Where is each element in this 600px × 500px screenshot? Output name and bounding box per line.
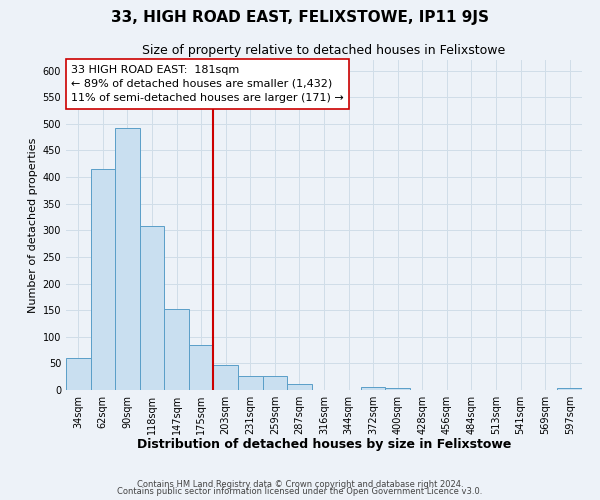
Bar	[189, 346, 214, 390]
Bar	[361, 388, 385, 390]
Bar	[385, 388, 410, 390]
Y-axis label: Number of detached properties: Number of detached properties	[28, 138, 38, 312]
Bar	[263, 376, 287, 390]
Title: Size of property relative to detached houses in Felixstowe: Size of property relative to detached ho…	[142, 44, 506, 58]
Text: 33, HIGH ROAD EAST, FELIXSTOWE, IP11 9JS: 33, HIGH ROAD EAST, FELIXSTOWE, IP11 9JS	[111, 10, 489, 25]
Bar	[140, 226, 164, 390]
Bar	[287, 384, 312, 390]
Bar	[164, 309, 189, 390]
Bar	[91, 169, 115, 390]
Bar	[66, 358, 91, 390]
Text: Contains HM Land Registry data © Crown copyright and database right 2024.: Contains HM Land Registry data © Crown c…	[137, 480, 463, 489]
Bar	[238, 376, 263, 390]
Bar	[214, 365, 238, 390]
Bar	[115, 128, 140, 390]
Text: 33 HIGH ROAD EAST:  181sqm
← 89% of detached houses are smaller (1,432)
11% of s: 33 HIGH ROAD EAST: 181sqm ← 89% of detac…	[71, 65, 344, 103]
Bar	[557, 388, 582, 390]
X-axis label: Distribution of detached houses by size in Felixstowe: Distribution of detached houses by size …	[137, 438, 511, 452]
Text: Contains public sector information licensed under the Open Government Licence v3: Contains public sector information licen…	[118, 487, 482, 496]
